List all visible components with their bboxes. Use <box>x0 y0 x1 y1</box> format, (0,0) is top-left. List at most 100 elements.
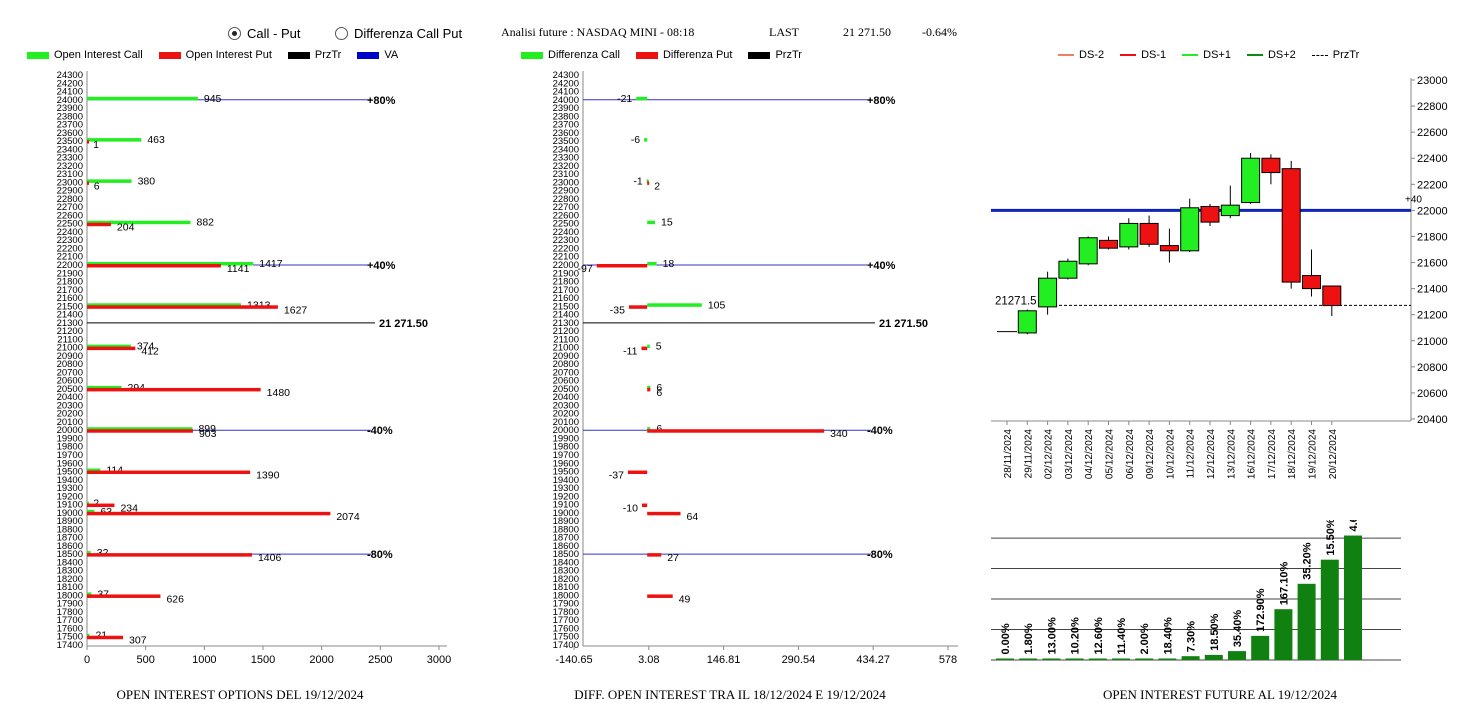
oi-future-bar-label: 12.60% <box>1093 617 1105 655</box>
bar-value-label: 307 <box>129 635 147 647</box>
caption-right: OPEN INTEREST FUTURE AL 19/12/2024 <box>1102 687 1337 702</box>
strike-tick-label: 23300 <box>553 153 579 164</box>
strike-tick-label: 18000 <box>57 590 83 601</box>
x-tick-label: 3.08 <box>638 654 659 666</box>
strike-tick-label: 21500 <box>553 301 579 312</box>
strike-tick-label: 20300 <box>553 400 579 411</box>
put-bar <box>87 222 111 227</box>
strike-tick-label: 23900 <box>553 103 579 114</box>
bar-value-label: 1627 <box>284 304 308 316</box>
bar-value-label: 5 <box>656 341 662 353</box>
legend-label: PrzTr <box>314 49 342 61</box>
put-bar <box>647 429 825 433</box>
strike-tick-label: 22200 <box>553 243 579 254</box>
put-bar <box>87 387 261 392</box>
strike-tick-label: 21600 <box>553 293 579 304</box>
strike-tick-label: 23800 <box>57 111 83 122</box>
call-put-radio[interactable]: Call - Put <box>228 26 300 41</box>
strike-tick-label: 22100 <box>553 252 579 263</box>
bar-value-label: -6 <box>631 134 640 146</box>
oi-future-bar-label: 13.00% <box>1046 617 1058 655</box>
oi-future-bar <box>1228 651 1246 660</box>
x-tick-label: 28/11/2024 <box>1003 429 1014 479</box>
x-tick-label: 20/12/2024 <box>1328 429 1339 479</box>
legend-swatch <box>635 51 658 59</box>
candle-body <box>1017 310 1037 334</box>
diff-call-put-radio[interactable]: Differenza Call Put <box>335 26 462 41</box>
strike-tick-label: 23700 <box>553 120 579 131</box>
strike-tick-label: 23900 <box>57 103 83 114</box>
candle-body <box>1159 245 1179 252</box>
strike-tick-label: 22000 <box>57 260 83 271</box>
put-bar <box>87 140 89 144</box>
bar-value-label: 1 <box>93 139 99 151</box>
bar-value-label: 882 <box>196 217 214 229</box>
x-tick-label: 578 <box>939 654 957 666</box>
x-tick-label: 10/12/2024 <box>1165 429 1176 479</box>
bar-value-label: -10 <box>623 503 638 515</box>
radio-empty-icon <box>335 27 348 40</box>
put-bar <box>87 264 221 268</box>
call-bar <box>644 138 648 142</box>
bar-value-label: 105 <box>708 299 726 311</box>
va-reference-label: -40% <box>367 425 393 437</box>
y-tick-label: 22800 <box>1417 101 1448 113</box>
bar-value-label: -97 <box>578 263 593 275</box>
x-tick-label: 3000 <box>427 654 451 666</box>
strike-tick-label: 22900 <box>57 186 83 197</box>
bar-value-label: -11 <box>623 346 638 358</box>
strike-tick-label: 21700 <box>553 285 579 296</box>
put-bar <box>641 346 648 351</box>
candle-body <box>1119 222 1139 248</box>
call-bar <box>87 220 191 225</box>
put-bar <box>87 346 136 351</box>
strike-tick-label: 17900 <box>553 599 579 610</box>
oi-future-bar-label: 1.80% <box>1023 623 1035 654</box>
legend-swatch <box>1246 54 1263 56</box>
strike-tick-label: 22400 <box>57 227 83 238</box>
put-bar <box>87 635 124 640</box>
call-bar <box>647 303 702 307</box>
put-bar <box>628 305 648 309</box>
x-tick-label: 2000 <box>309 654 333 666</box>
bar-value-label: -37 <box>609 470 624 482</box>
put-bar <box>87 470 251 475</box>
put-bar <box>647 553 662 557</box>
strike-tick-label: 19900 <box>57 433 83 444</box>
strike-tick-label: 21400 <box>553 310 579 321</box>
call-bar <box>647 427 651 431</box>
legend-swatch <box>521 51 543 59</box>
strike-tick-label: 19300 <box>57 483 83 494</box>
legend-label: DS-2 <box>1079 49 1105 61</box>
strike-tick-label: 22100 <box>57 252 83 263</box>
strike-tick-label: 18100 <box>57 582 83 593</box>
bar-value-label: 1480 <box>267 387 291 399</box>
legend-label: VA <box>384 49 399 61</box>
legend-swatch <box>287 51 310 59</box>
y-tick-label: 20800 <box>1417 362 1448 374</box>
candle-body <box>1281 168 1301 283</box>
open-interest-future-chart: 0.00% 1.80% 13.00% 10.20% 12.60% 11.40% 2.00% 1… <box>991 520 1401 661</box>
strike-tick-label: 19800 <box>553 442 579 453</box>
strike-tick-label: 23300 <box>57 153 83 164</box>
put-bar <box>627 470 648 475</box>
legend-label: DS+2 <box>1267 49 1296 61</box>
y-tick-label: 20600 <box>1417 388 1448 400</box>
call-put-label: Call - Put <box>247 26 301 41</box>
oi-future-bar-label: 172.90% <box>1255 588 1267 632</box>
strike-tick-label: 23500 <box>57 136 83 147</box>
legend-item: PrzTr <box>287 49 342 61</box>
strike-tick-label: 18900 <box>57 516 83 527</box>
x-tick-label: 11/12/2024 <box>1186 429 1197 479</box>
strike-tick-label: 23200 <box>57 161 83 172</box>
open-interest-options-chart: 2430024200241002400023900238002370023600… <box>57 70 452 666</box>
legend-item: DS+1 <box>1182 49 1231 61</box>
x-tick-label: 05/12/2024 <box>1105 429 1116 479</box>
call-bar <box>647 220 656 225</box>
strike-tick-label: 22400 <box>553 227 579 238</box>
strike-tick-label: 21400 <box>57 310 83 321</box>
legend-swatch <box>27 51 49 59</box>
put-bar <box>87 305 278 309</box>
strike-tick-label: 18900 <box>553 516 579 527</box>
strike-tick-label: 22700 <box>553 202 579 213</box>
